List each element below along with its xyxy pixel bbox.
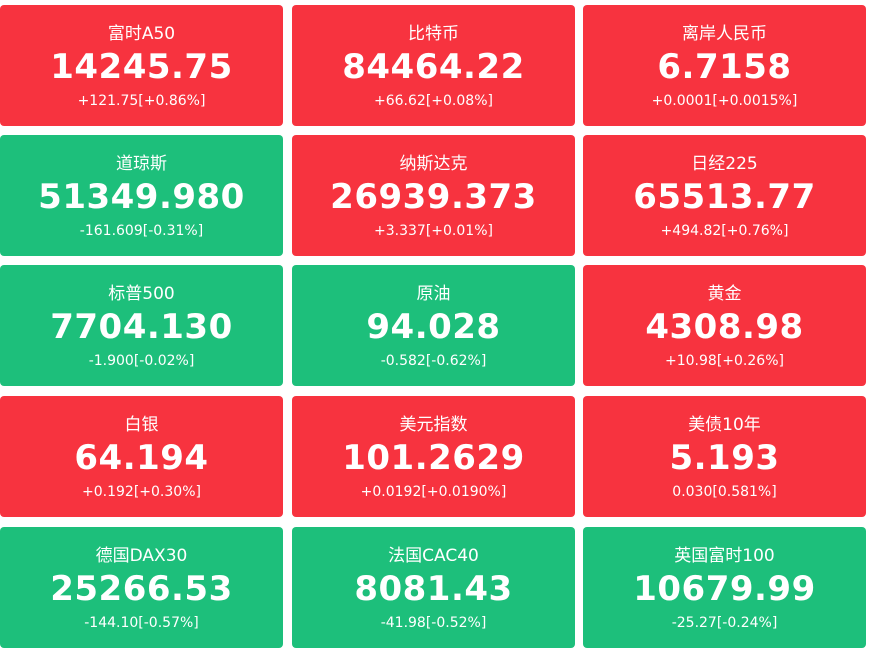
quote-change: -144.10[-0.57%] (84, 615, 199, 631)
quote-change: +3.337[+0.01%] (374, 223, 493, 239)
quote-name: 比特币 (408, 24, 459, 44)
quote-tile[interactable]: 德国DAX30 25266.53 -144.10[-0.57%] (0, 527, 283, 648)
quote-tile[interactable]: 道琼斯 51349.980 -161.609[-0.31%] (0, 135, 283, 256)
quote-price: 65513.77 (633, 177, 816, 217)
quote-price: 101.2629 (342, 438, 525, 478)
quote-change: +494.82[+0.76%] (660, 223, 789, 239)
quote-name: 原油 (416, 284, 451, 304)
quote-tile[interactable]: 富时A50 14245.75 +121.75[+0.86%] (0, 5, 283, 126)
quote-tile[interactable]: 英国富时100 10679.99 -25.27[-0.24%] (583, 527, 866, 648)
quote-price: 84464.22 (342, 47, 525, 87)
quote-name: 离岸人民币 (682, 24, 767, 44)
quote-change: -41.98[-0.52%] (380, 615, 487, 631)
quote-tile[interactable]: 纳斯达克 26939.373 +3.337[+0.01%] (292, 135, 575, 256)
quote-name: 英国富时100 (674, 546, 775, 566)
quote-name: 白银 (124, 415, 159, 435)
quote-price: 26939.373 (330, 177, 537, 217)
quote-change: +0.192[+0.30%] (82, 484, 201, 500)
quote-tile[interactable]: 美债10年 5.193 0.030[0.581%] (583, 396, 866, 517)
quote-name: 纳斯达克 (399, 154, 468, 174)
quote-name: 黄金 (707, 284, 742, 304)
quote-tile[interactable]: 原油 94.028 -0.582[-0.62%] (292, 265, 575, 386)
quote-name: 标普500 (108, 284, 175, 304)
quote-name: 道琼斯 (116, 154, 167, 174)
quote-change: +121.75[+0.86%] (77, 93, 206, 109)
quote-price: 7704.130 (50, 307, 233, 347)
quote-price: 14245.75 (50, 47, 233, 87)
quote-change: 0.030[0.581%] (672, 484, 777, 500)
quote-change: +0.0001[+0.0015%] (651, 93, 798, 109)
quote-price: 94.028 (366, 307, 501, 347)
quote-tile[interactable]: 黄金 4308.98 +10.98[+0.26%] (583, 265, 866, 386)
quote-change: -0.582[-0.62%] (380, 353, 487, 369)
quote-name: 法国CAC40 (388, 546, 479, 566)
quote-change: +66.62[+0.08%] (374, 93, 493, 109)
quote-price: 10679.99 (633, 569, 816, 609)
quote-change: -161.609[-0.31%] (79, 223, 204, 239)
quote-tile[interactable]: 美元指数 101.2629 +0.0192[+0.0190%] (292, 396, 575, 517)
quote-price: 25266.53 (50, 569, 233, 609)
quote-price: 5.193 (669, 438, 780, 478)
quote-price: 8081.43 (354, 569, 513, 609)
quote-tile[interactable]: 日经225 65513.77 +494.82[+0.76%] (583, 135, 866, 256)
quote-name: 美元指数 (399, 415, 468, 435)
quote-change: +0.0192[+0.0190%] (360, 484, 507, 500)
quote-price: 64.194 (74, 438, 209, 478)
quote-name: 富时A50 (107, 24, 176, 44)
quote-name: 德国DAX30 (95, 546, 188, 566)
quote-price: 4308.98 (645, 307, 804, 347)
quote-price: 6.7158 (657, 47, 792, 87)
quote-tile[interactable]: 法国CAC40 8081.43 -41.98[-0.52%] (292, 527, 575, 648)
quote-change: +10.98[+0.26%] (665, 353, 784, 369)
quote-change: -1.900[-0.02%] (88, 353, 195, 369)
quote-tile[interactable]: 白银 64.194 +0.192[+0.30%] (0, 396, 283, 517)
quote-tile[interactable]: 比特币 84464.22 +66.62[+0.08%] (292, 5, 575, 126)
quote-name: 美债10年 (688, 415, 761, 435)
quote-tile[interactable]: 离岸人民币 6.7158 +0.0001[+0.0015%] (583, 5, 866, 126)
quote-price: 51349.980 (38, 177, 245, 217)
quote-name: 日经225 (691, 154, 758, 174)
quote-change: -25.27[-0.24%] (671, 615, 778, 631)
quote-tile[interactable]: 标普500 7704.130 -1.900[-0.02%] (0, 265, 283, 386)
